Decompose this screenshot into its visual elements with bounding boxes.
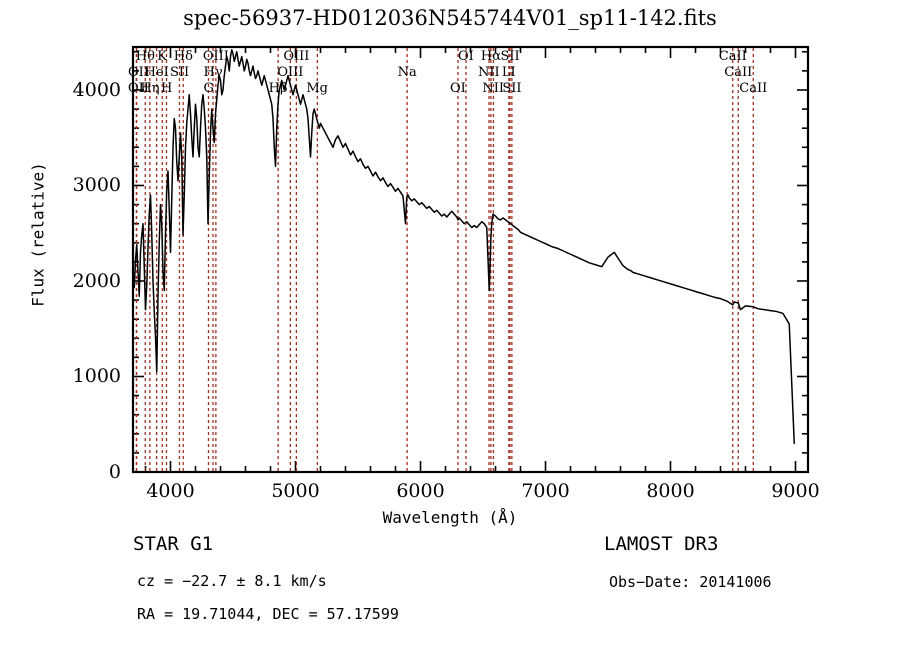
spectral-line-label: Hβ — [268, 81, 288, 96]
obs-date-label: Obs−Date: 20141006 — [609, 573, 772, 591]
x-axis-title: Wavelength (Å) — [382, 508, 518, 527]
x-tick-label: 4000 — [146, 480, 195, 502]
x-tick-label: 6000 — [396, 480, 445, 502]
spectral-line-label: Mg — [306, 81, 329, 96]
x-tick-label: 7000 — [521, 480, 570, 502]
spectral-line-label: OII — [128, 81, 149, 96]
plot-frame — [131, 45, 810, 474]
y-axis-title: Flux (relative) — [28, 162, 48, 307]
object-class-label: STAR G1 — [133, 533, 214, 555]
spectral-line-label: K — [157, 49, 167, 64]
y-tick-label: 4000 — [72, 78, 121, 101]
spectral-line-label: H — [161, 81, 173, 96]
spectral-line-label: OI — [458, 49, 474, 64]
spectrum-curve — [132, 49, 795, 445]
spectral-line-label: SII — [170, 65, 190, 80]
spectral-line-label: OII — [128, 65, 149, 80]
x-tick-label: 9000 — [771, 480, 820, 502]
y-tick-label: 0 — [108, 461, 121, 483]
coordinates-label: RA = 19.71044, DEC = 57.17599 — [137, 605, 399, 623]
spectral-line-label: Na — [397, 65, 417, 80]
spectral-line-label: NII — [482, 81, 505, 96]
spectral-line-label: SII — [502, 81, 522, 96]
page-title: spec-56937-HD012036N545744V01_sp11-142.f… — [183, 6, 717, 30]
spectral-line-label: OIII — [283, 49, 310, 64]
spectral-line-label: Hθ — [135, 49, 155, 64]
x-tick-label: 8000 — [646, 480, 695, 502]
spectral-line-label: Hη — [140, 81, 160, 96]
spectral-line-label: Hγ — [203, 65, 223, 80]
spectral-line-label: NII — [478, 65, 500, 80]
spectral-line-label: CaII — [739, 81, 768, 96]
spectral-line-label: LI — [501, 65, 516, 80]
spectral-line-label: OI — [450, 81, 466, 96]
spectral-line-label: OIII — [202, 49, 229, 64]
survey-label: LAMOST DR3 — [604, 533, 719, 555]
spectral-line-label: CaII — [718, 49, 747, 64]
spectral-line-label: CaII — [724, 65, 753, 80]
spectral-line-label: Hα — [480, 49, 501, 64]
x-tick-label: 5000 — [271, 480, 320, 502]
spectral-line-label: SII — [500, 49, 520, 64]
spectral-line-label: HeI — [144, 65, 169, 80]
spectral-line-label: G — [203, 81, 214, 96]
spectral-line-label: Hδ — [173, 49, 193, 64]
y-tick-label: 1000 — [72, 365, 121, 388]
spectral-line-label: OIII — [277, 65, 304, 80]
y-tick-label: 3000 — [72, 174, 121, 197]
y-tick-label: 2000 — [72, 269, 121, 292]
redshift-velocity-label: cz = −22.7 ± 8.1 km/s — [137, 572, 327, 590]
